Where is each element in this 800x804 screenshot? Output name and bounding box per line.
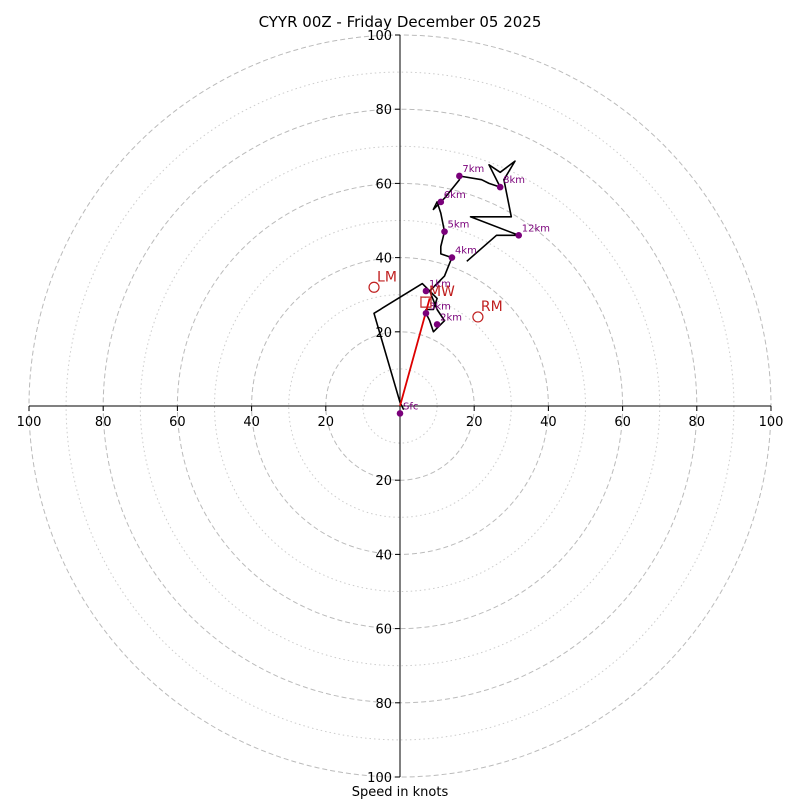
y-tick-label: 60 [375, 623, 392, 638]
storm-marker [368, 281, 380, 293]
y-tick-label: 100 [367, 29, 392, 44]
x-tick-label: 100 [759, 415, 784, 430]
y-tick-label: 20 [375, 326, 392, 341]
height-label: 3km [429, 301, 451, 312]
height-label: 1km [429, 279, 451, 290]
x-tick-label: 40 [243, 415, 260, 430]
storm-motion-markers: LM RM MW [368, 269, 503, 323]
height-marker [448, 254, 456, 261]
storm-marker [420, 296, 432, 308]
chart-title: CYYR 00Z - Friday December 05 2025 [259, 13, 542, 31]
tick-labels: 20 20 20 20 40 40 40 40 60 60 60 60 80 80 80 80 100 100 10… [17, 29, 784, 786]
height-label: 7km [462, 164, 484, 175]
x-tick-label: 60 [169, 415, 186, 430]
y-tick-label: 40 [375, 548, 392, 563]
height-marker [456, 172, 463, 180]
height-marker [433, 321, 441, 328]
height-label: 8km [503, 175, 525, 186]
x-tick-label: 20 [466, 415, 483, 430]
height-marker [437, 198, 445, 206]
height-label: 12km [522, 223, 550, 234]
y-tick-label: 80 [375, 103, 392, 118]
height-marker [515, 232, 523, 239]
y-tick-label: 80 [375, 697, 392, 712]
height-marker [496, 183, 504, 191]
height-label: 6km [444, 190, 466, 201]
y-tick-label: 20 [375, 474, 392, 489]
y-tick-label: 100 [367, 771, 392, 786]
height-label: Sfc [403, 401, 418, 412]
height-marker [422, 309, 430, 317]
height-marker [422, 287, 430, 295]
shear-vector [399, 298, 431, 407]
height-marker [396, 410, 404, 417]
x-tick-label: 80 [95, 415, 112, 430]
storm-label: RM [481, 299, 503, 315]
storm-label: MW [429, 284, 455, 300]
height-label: 5km [448, 220, 470, 231]
x-tick-label: 80 [689, 415, 706, 430]
height-label: 2km [440, 312, 462, 323]
x-tick-label: 100 [17, 415, 42, 430]
x-axis-label: Speed in knots [352, 785, 449, 800]
y-tick-label: 40 [375, 252, 392, 267]
height-marker [441, 228, 448, 235]
y-tick-label: 60 [375, 177, 392, 192]
x-tick-label: 60 [614, 415, 631, 430]
storm-label: LM [377, 269, 397, 285]
height-label: 4km [455, 246, 477, 257]
storm-marker [472, 311, 484, 323]
x-tick-label: 40 [540, 415, 557, 430]
x-tick-label: 20 [318, 415, 335, 430]
